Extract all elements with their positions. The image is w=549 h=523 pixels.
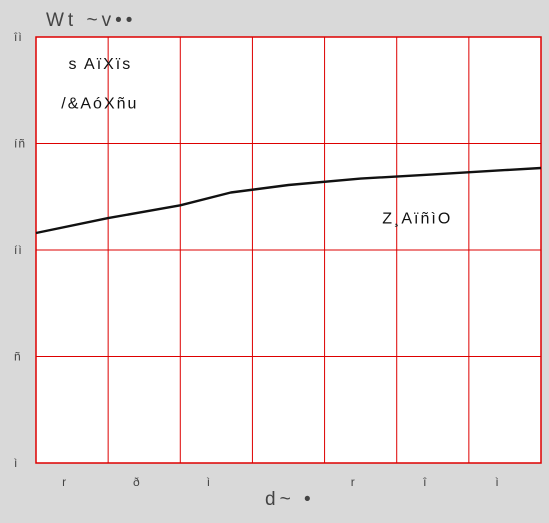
y-tick-label: ñ [14,350,22,364]
y-axis-title: Wt ~v•• [46,10,136,31]
y-tick-label: ì [14,456,18,470]
y-tick-label: íì [14,243,23,257]
series-line [35,166,542,235]
plot-frame [35,36,542,464]
y-tick-label: îì [13,30,23,44]
x-tick-label: ð [133,475,140,489]
x-tick-label: ì [495,475,498,489]
x-tick-label: r [62,475,66,489]
x-axis-title: d~ • [265,489,315,510]
x-tick-label: ì [207,475,210,489]
y-tick-label: íñ [14,137,26,151]
x-tick-label: r [351,475,355,489]
annotation-label: /&AóXñu [61,95,138,112]
annotation-label: Z¸AïñìO [382,210,452,227]
x-tick-label: î [422,475,427,489]
annotation-label: s AïXïs [68,56,132,73]
